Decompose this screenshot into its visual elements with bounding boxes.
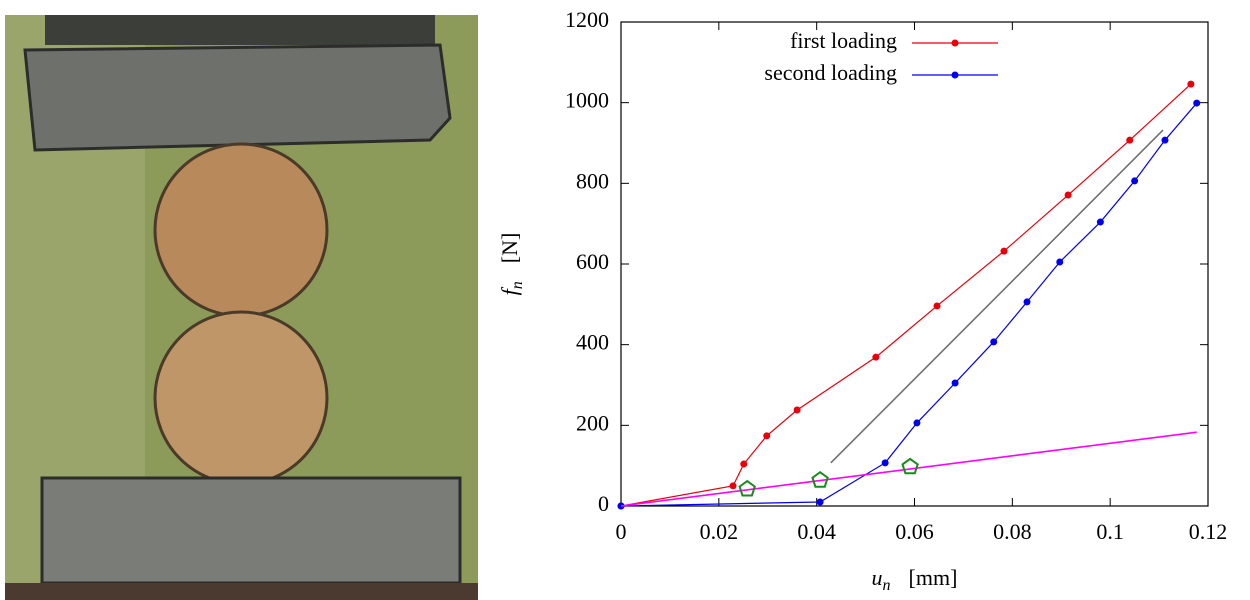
data-point	[933, 302, 941, 310]
data-point	[881, 459, 889, 467]
y-axis-label-unit: [N]	[497, 233, 522, 264]
data-point	[793, 406, 801, 414]
y-tick-label: 200	[576, 410, 609, 435]
data-point	[811, 470, 829, 488]
y-tick-label: 400	[576, 330, 609, 355]
data-point	[990, 338, 998, 346]
x-tick-label: 0.02	[700, 519, 739, 544]
clamp-top	[45, 15, 435, 45]
y-tick-label: 1200	[565, 7, 609, 32]
data-point	[738, 479, 756, 497]
x-tick-label: 0.12	[1189, 519, 1228, 544]
x-tick-label: 0	[616, 519, 627, 544]
series-line	[620, 431, 1197, 507]
data-point	[1187, 80, 1195, 88]
data-point	[1126, 136, 1134, 144]
x-tick-label: 0.04	[797, 519, 836, 544]
y-axis-label-symbol: f	[497, 286, 522, 295]
series-line	[620, 102, 1198, 507]
data-point	[901, 457, 919, 475]
y-tick-label: 600	[576, 249, 609, 274]
x-axis-label-symbol: u	[872, 565, 883, 590]
data-point	[872, 353, 880, 361]
data-point	[1161, 136, 1169, 144]
photo	[5, 15, 478, 600]
data-point	[1131, 177, 1139, 185]
data-point	[1000, 247, 1008, 255]
x-axis-label-unit: [mm]	[909, 565, 958, 590]
data-point	[1023, 298, 1031, 306]
y-axis-label-subscript: n	[509, 281, 526, 289]
x-axis-label-subscript: n	[883, 577, 891, 594]
x-axis-label: un [mm]	[872, 565, 958, 594]
chart: 0 0.02 0.04 0.06 0.08 0.1 0.12 0 200 400 600 800 100…	[497, 7, 1227, 594]
y-axis-label: fn [N]	[497, 233, 526, 296]
legend-marker	[951, 39, 959, 47]
legend-label: second loading	[764, 60, 897, 85]
y-tick-label: 1000	[565, 88, 609, 113]
y-tick-label: 800	[576, 168, 609, 193]
steel-block-bottom	[40, 476, 462, 585]
x-tick-label: 0.06	[895, 519, 934, 544]
data-point	[1096, 218, 1104, 226]
x-tick-label: 0.08	[993, 519, 1032, 544]
data-point	[1064, 191, 1072, 199]
data-point	[763, 432, 771, 440]
x-tick-label: 0.1	[1096, 519, 1124, 544]
data-point	[951, 379, 959, 387]
steel-block-top	[23, 43, 452, 152]
data-point	[1193, 99, 1201, 107]
data-point	[1056, 258, 1064, 266]
data-point	[816, 498, 824, 506]
data-point	[740, 460, 748, 468]
data-point	[913, 419, 921, 427]
specimen-top	[153, 142, 329, 318]
series-line	[830, 129, 1164, 464]
series-line	[620, 83, 1192, 507]
plot-frame	[620, 21, 1209, 507]
base	[5, 583, 478, 600]
specimen-bottom	[153, 310, 329, 486]
legend-label: first loading	[790, 28, 897, 53]
data-point	[729, 482, 737, 490]
legend-marker	[951, 71, 959, 79]
y-tick-label: 0	[598, 491, 609, 516]
